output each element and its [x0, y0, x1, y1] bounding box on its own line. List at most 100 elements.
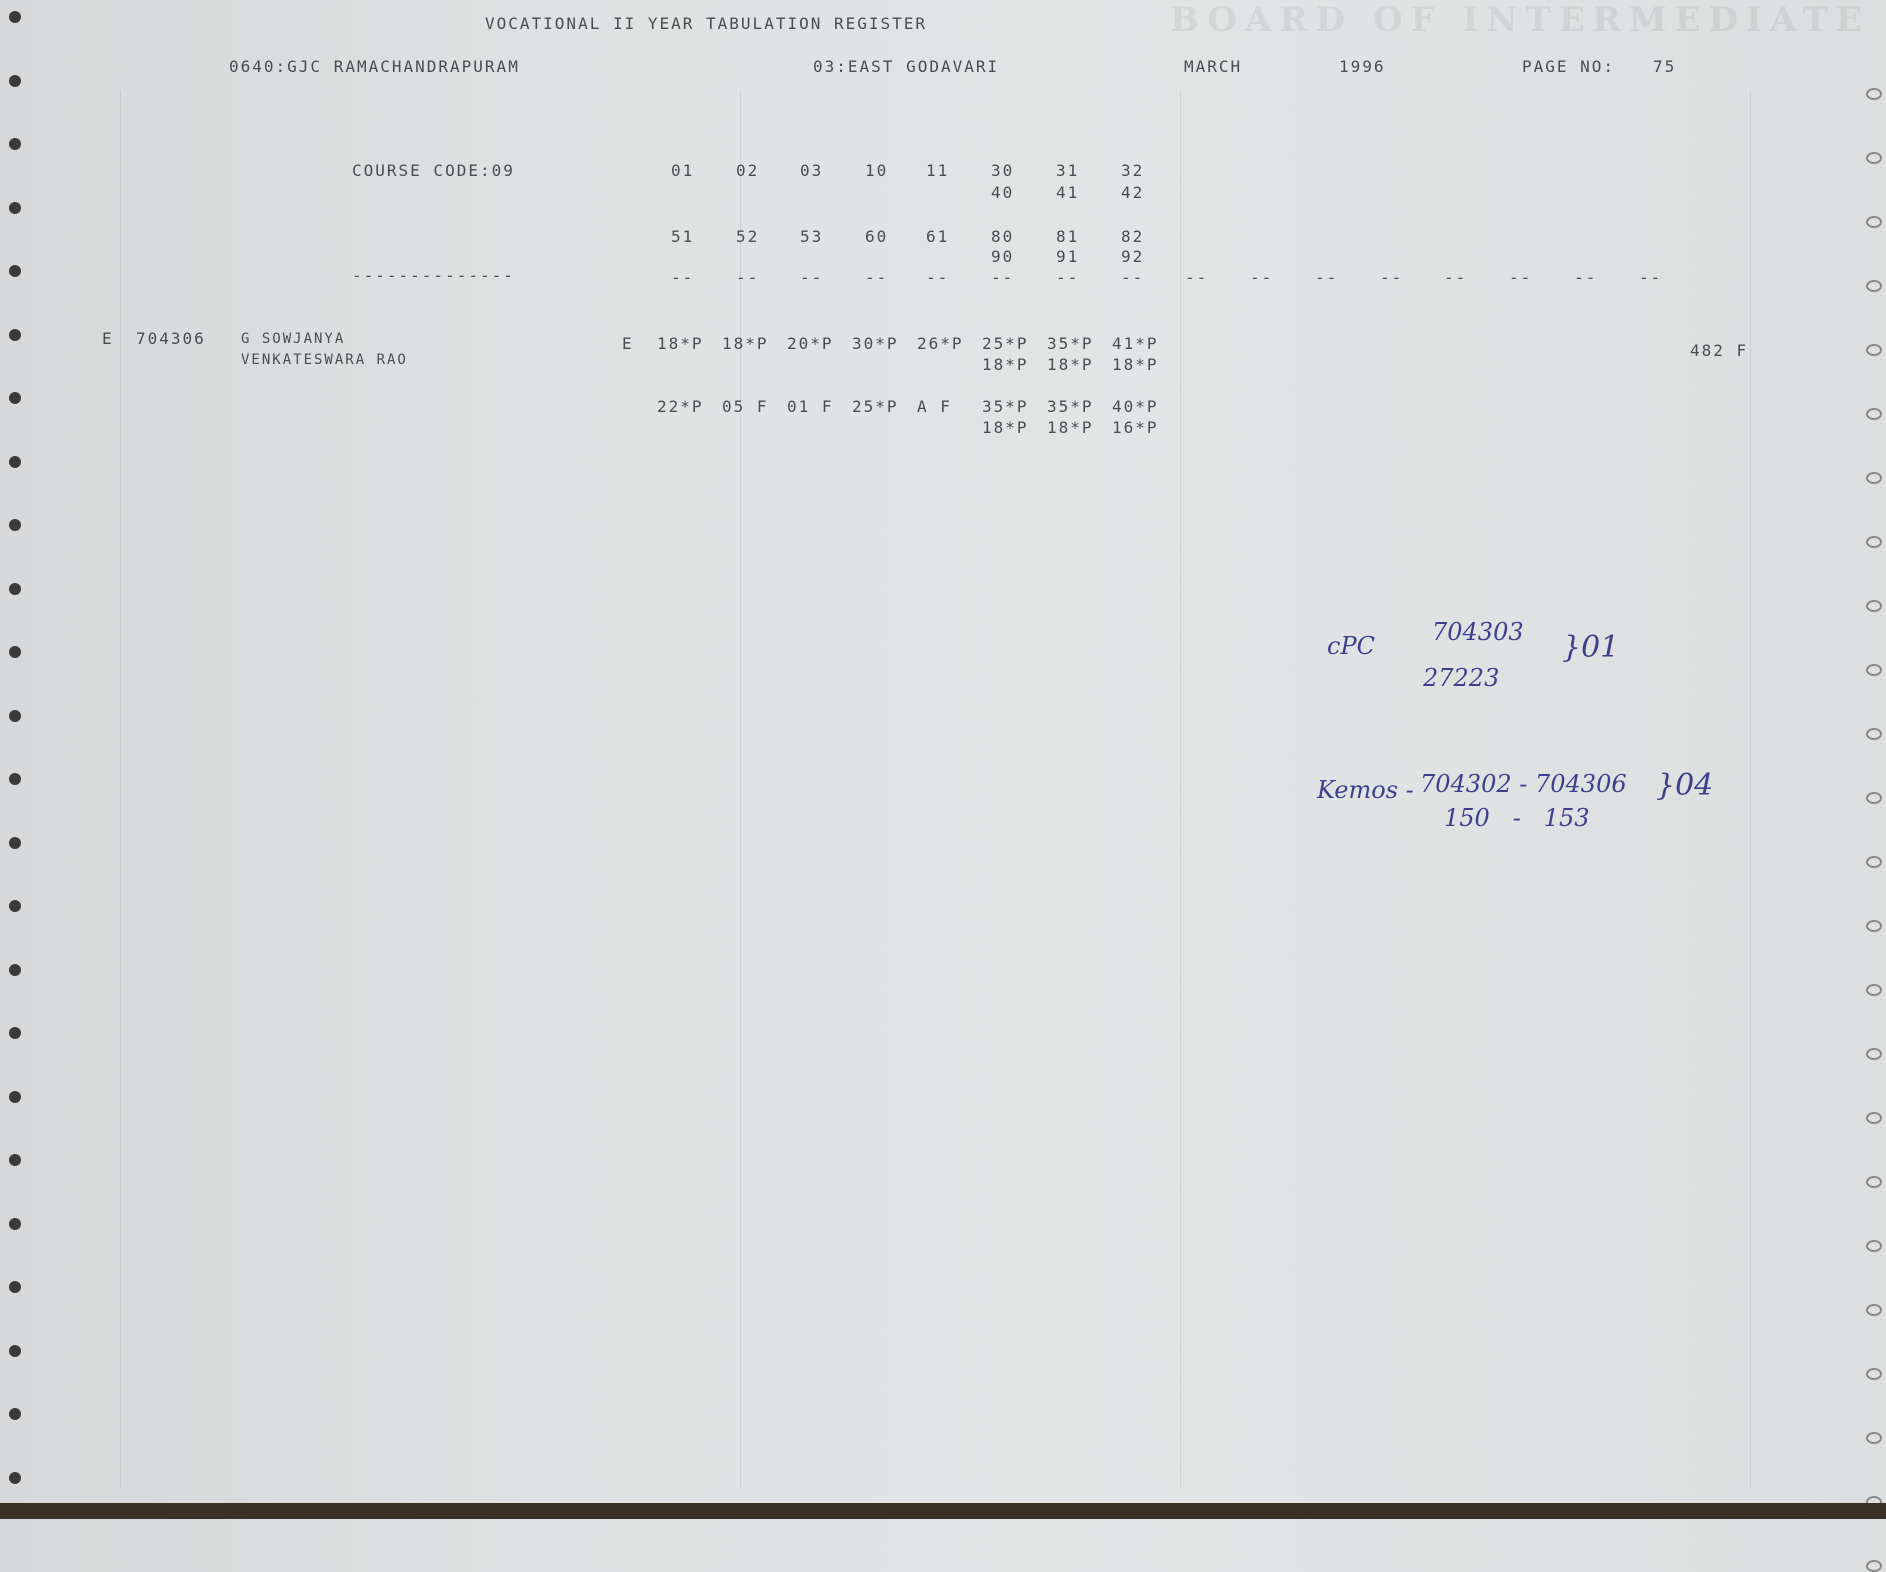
subject-code: 42: [1121, 183, 1145, 202]
mark-cell: 05 F: [722, 397, 769, 416]
punch-hole: [9, 74, 21, 87]
handwritten-cpc-number-2: 27223: [1423, 664, 1500, 692]
course-underline: --------------: [352, 266, 515, 285]
mark-cell: 18*P: [982, 418, 1029, 437]
handwritten-kemos-range: 704302 - 704306: [1420, 770, 1627, 798]
punch-hole: [1866, 1048, 1882, 1060]
punch-hole: [9, 709, 21, 722]
handwritten-kemos-label: Kemos -: [1317, 776, 1414, 804]
column-divider: --: [1639, 268, 1663, 287]
punch-hole: [1866, 792, 1882, 804]
punch-hole: [9, 11, 21, 23]
subject-code: 92: [1121, 247, 1145, 266]
page-label: PAGE NO:: [1522, 57, 1616, 76]
column-divider: --: [1250, 268, 1274, 287]
subject-code: 41: [1056, 183, 1080, 202]
subject-code: 51: [671, 227, 695, 246]
punch-hole: [9, 1281, 21, 1293]
hall-ticket-number: 704306: [136, 329, 206, 348]
mark-cell: 22*P: [657, 397, 704, 416]
punch-hole: [1866, 1112, 1882, 1124]
handwritten-cpc-number: 704303: [1432, 618, 1524, 646]
punch-hole: [9, 646, 21, 658]
handwritten-cpc-label: cPC: [1327, 632, 1375, 660]
punch-hole: [9, 392, 21, 404]
subject-code: 10: [865, 161, 889, 180]
punch-hole: [9, 1408, 21, 1420]
column-divider: --: [1380, 268, 1404, 287]
subject-code: 01: [671, 161, 695, 180]
column-divider: --: [1185, 268, 1209, 287]
subject-code: 53: [800, 227, 824, 246]
punch-hole: [1866, 152, 1882, 164]
mark-cell: 18*P: [1047, 418, 1094, 437]
punch-hole: [9, 201, 21, 214]
column-divider: --: [1121, 268, 1145, 287]
course-code-label: COURSE CODE:09: [352, 161, 515, 180]
mark-cell: 18*P: [1112, 355, 1159, 374]
mark-cell: 35*P: [1047, 334, 1094, 353]
punch-hole: [9, 900, 21, 912]
mark-cell: 25*P: [852, 397, 899, 416]
subject-code: 03: [800, 161, 824, 180]
punch-hole: [9, 328, 21, 341]
punch-hole: [9, 836, 21, 849]
mark-cell: 16*P: [1112, 418, 1159, 437]
punch-hole: [1866, 344, 1882, 356]
column-divider: --: [1509, 268, 1533, 287]
punch-hole: [1866, 1240, 1882, 1252]
mark-cell: 01 F: [787, 397, 834, 416]
column-divider: --: [926, 268, 950, 287]
punch-hole: [1866, 1304, 1882, 1316]
handwritten-cpc-count: }01: [1562, 630, 1620, 665]
punch-hole: [1866, 856, 1882, 868]
father-name: VENKATESWARA RAO: [241, 352, 408, 368]
punch-hole: [9, 455, 21, 468]
column-divider: --: [1574, 268, 1598, 287]
punch-hole: [1866, 216, 1882, 228]
mark-cell: 18*P: [982, 355, 1029, 374]
column-divider: --: [1444, 268, 1468, 287]
punch-hole: [1866, 728, 1882, 740]
punch-hole: [9, 582, 21, 595]
punch-hole: [9, 1027, 21, 1039]
column-divider: --: [1315, 268, 1339, 287]
punch-hole: [1866, 280, 1882, 292]
page-bottom-edge: [0, 1503, 1886, 1519]
punch-hole: [9, 265, 21, 277]
subject-code: 60: [865, 227, 889, 246]
mark-cell: 18*P: [722, 334, 769, 353]
candidate-type: E: [102, 329, 114, 348]
punch-hole: [1866, 920, 1882, 932]
handwritten-kemos-count: }04: [1656, 768, 1714, 803]
punch-hole: [9, 1344, 21, 1357]
mark-cell: 30*P: [852, 334, 899, 353]
punch-hole: [1866, 1432, 1882, 1444]
punch-hole: [1866, 88, 1882, 100]
medium: E: [622, 334, 634, 353]
punch-hole: [9, 519, 21, 531]
mark-cell: 41*P: [1112, 334, 1159, 353]
punch-hole: [1866, 1368, 1882, 1380]
subject-code: 40: [991, 183, 1015, 202]
punch-hole: [1866, 1176, 1882, 1188]
punch-hole: [1866, 536, 1882, 548]
punch-hole: [1866, 1560, 1882, 1572]
watermark-text: BOARD OF INTERMEDIATE EDUCATION A.P. HYD…: [1170, 0, 1870, 40]
punch-hole: [1866, 408, 1882, 420]
mark-cell: 35*P: [982, 397, 1029, 416]
punch-hole: [1866, 664, 1882, 676]
subject-code: 80: [991, 227, 1015, 246]
subject-code: 32: [1121, 161, 1145, 180]
mark-cell: 18*P: [657, 334, 704, 353]
subject-code: 91: [1056, 247, 1080, 266]
punch-hole: [9, 773, 21, 785]
subject-code: 61: [926, 227, 950, 246]
exam-month: MARCH: [1184, 57, 1243, 76]
punch-hole: [9, 138, 21, 150]
column-divider: --: [671, 268, 695, 287]
punch-hole: [9, 1090, 21, 1103]
mark-cell: 26*P: [917, 334, 964, 353]
page-number: 75: [1653, 57, 1677, 76]
column-divider: --: [991, 268, 1015, 287]
